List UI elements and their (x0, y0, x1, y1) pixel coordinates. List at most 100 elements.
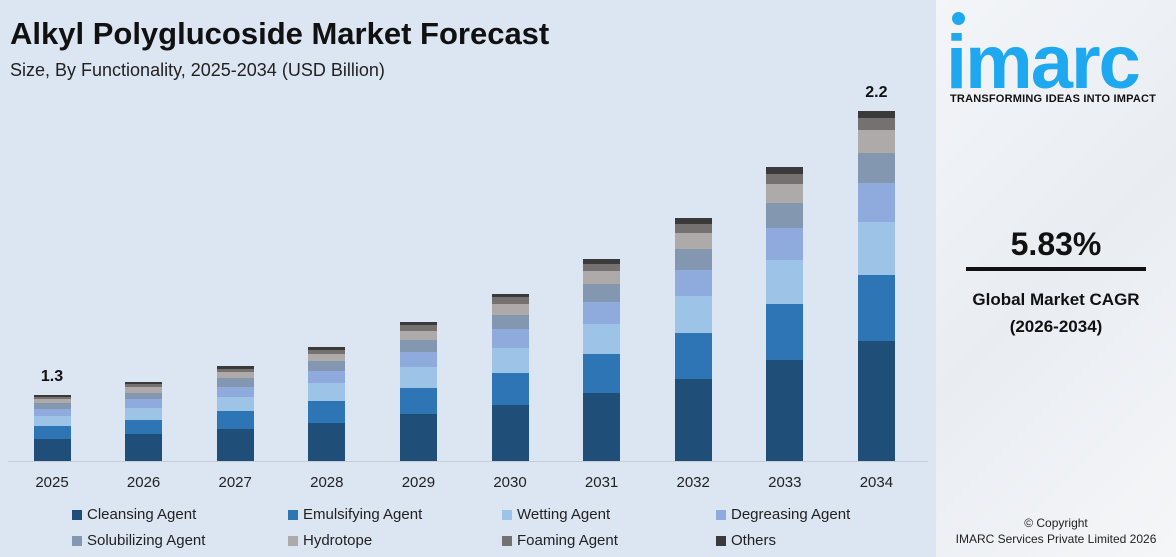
bar-segment-hydrotope-2030 (491, 303, 529, 315)
legend-swatch (502, 509, 512, 520)
bar-segment-wetting-agent-2031 (583, 323, 621, 355)
bar-segment-solubilizing-agent-2026 (125, 392, 163, 400)
bar-segment-hydrotope-2034 (857, 129, 895, 153)
cagr-label-text: Global Market CAGR (972, 290, 1140, 309)
bar-segment-emulsifying-agent-2034 (857, 274, 895, 341)
bar-segment-others-2029 (399, 322, 437, 326)
bar-segment-others-2032 (674, 217, 712, 224)
bar-segment-foaming-agent-2025 (33, 396, 71, 400)
bar-segment-degreasing-agent-2030 (491, 328, 529, 348)
bar-segment-degreasing-agent-2033 (766, 227, 804, 261)
legend-label: Degreasing Agent (731, 506, 851, 523)
bar-segment-foaming-agent-2033 (766, 173, 804, 185)
bar-segment-degreasing-agent-2029 (399, 351, 437, 368)
bar-segment-emulsifying-agent-2029 (399, 387, 437, 415)
x-tick-label: 2026 (126, 474, 161, 491)
bar-segment-foaming-agent-2028 (308, 349, 346, 355)
bar-segment-cleansing-agent-2026 (125, 433, 163, 462)
bar-segment-hydrotope-2032 (674, 232, 712, 249)
legend-item: Degreasing Agent (716, 506, 850, 523)
x-tick-label: 2025 (35, 474, 69, 491)
bar-segment-wetting-agent-2030 (491, 347, 529, 373)
bar-segment-solubilizing-agent-2032 (674, 248, 712, 270)
bar-segment-hydrotope-2027 (216, 371, 254, 379)
legend-item: Foaming Agent (502, 532, 618, 549)
bar-segment-solubilizing-agent-2034 (857, 152, 895, 184)
bar-segment-emulsifying-agent-2025 (33, 425, 71, 440)
chart-area: Alkyl Polyglucoside Market Forecast Size… (8, 16, 928, 549)
bar-segment-degreasing-agent-2034 (857, 182, 895, 223)
bar-segment-emulsifying-agent-2032 (674, 332, 712, 379)
bar-segment-degreasing-agent-2027 (216, 386, 254, 397)
bar-segment-hydrotope-2025 (33, 398, 71, 404)
x-axis-line (8, 461, 928, 462)
legend-swatch (716, 535, 726, 546)
chart-title: Alkyl Polyglucoside Market Forecast (10, 16, 550, 51)
copyright: © Copyright IMARC Services Private Limit… (936, 515, 1176, 547)
bar-segment-emulsifying-agent-2026 (125, 419, 163, 435)
legend-label: Wetting Agent (517, 506, 611, 523)
bar-segment-degreasing-agent-2026 (125, 398, 163, 408)
bar-segment-solubilizing-agent-2031 (583, 283, 621, 302)
bar-segment-foaming-agent-2032 (674, 223, 712, 233)
bar-segment-hydrotope-2026 (125, 386, 163, 393)
bar-segment-cleansing-agent-2031 (583, 392, 621, 462)
bar-segment-wetting-agent-2029 (399, 366, 437, 388)
bar-segment-hydrotope-2031 (583, 270, 621, 285)
legend-item: Cleansing Agent (72, 506, 196, 523)
total-data-label: 2.2 (865, 83, 888, 101)
bar-segment-solubilizing-agent-2033 (766, 202, 804, 229)
copyright-label: © Copyright (1024, 516, 1088, 530)
bar-segment-cleansing-agent-2029 (399, 413, 437, 462)
bar-segment-others-2025 (33, 394, 71, 397)
bar-segment-degreasing-agent-2032 (674, 269, 712, 296)
bar-segment-wetting-agent-2027 (216, 396, 254, 412)
legend-label: Emulsifying Agent (303, 506, 423, 523)
bar-segment-wetting-agent-2026 (125, 407, 163, 420)
x-tick-label: 2027 (218, 474, 252, 491)
legend-label: Foaming Agent (517, 532, 618, 549)
bar-segment-emulsifying-agent-2027 (216, 410, 254, 430)
bar-segment-hydrotope-2028 (308, 353, 346, 362)
bar-segment-wetting-agent-2025 (33, 415, 71, 427)
bar-segment-solubilizing-agent-2025 (33, 402, 71, 409)
bar-segment-foaming-agent-2029 (399, 324, 437, 331)
x-tick-label: 2030 (493, 474, 527, 491)
bar-segment-foaming-agent-2026 (125, 383, 163, 388)
bar-segment-others-2033 (766, 167, 804, 174)
bar-segment-cleansing-agent-2027 (216, 428, 254, 462)
bar-segment-emulsifying-agent-2030 (491, 372, 529, 405)
legend-label: Cleansing Agent (87, 506, 197, 523)
legend-swatch (288, 535, 298, 546)
x-tick-label: 2028 (310, 474, 344, 491)
x-tick-label: 2032 (676, 474, 710, 491)
x-tick-label: 2031 (584, 474, 619, 491)
bar-segment-cleansing-agent-2032 (674, 378, 712, 462)
bar-segment-wetting-agent-2028 (308, 382, 346, 401)
legend-swatch (288, 509, 298, 520)
tagline: TRANSFORMING IDEAS INTO IMPACT (950, 93, 1157, 105)
cagr-divider (966, 267, 1146, 271)
legend-swatch (716, 509, 726, 520)
legend-item: Emulsifying Agent (288, 506, 422, 523)
cagr-label: Global Market CAGR (2026-2034) (936, 286, 1176, 340)
bar-segment-degreasing-agent-2031 (583, 301, 621, 324)
legend-swatch (72, 535, 82, 546)
imarc-logo: imarc (946, 20, 1141, 105)
bar-segment-solubilizing-agent-2028 (308, 360, 346, 371)
legend-swatch (72, 509, 82, 520)
legend-item: Others (716, 532, 776, 549)
x-tick-label: 2029 (401, 474, 436, 491)
bar-segment-emulsifying-agent-2028 (308, 400, 346, 423)
bar-segment-foaming-agent-2027 (216, 368, 254, 373)
bar-segment-foaming-agent-2034 (857, 117, 895, 131)
bar-segment-foaming-agent-2030 (491, 296, 529, 304)
legend-label: Others (731, 532, 777, 549)
bar-segment-solubilizing-agent-2029 (399, 339, 437, 352)
bar-segment-cleansing-agent-2030 (491, 404, 529, 462)
legend-item: Hydrotope (288, 532, 372, 549)
bar-segment-foaming-agent-2031 (583, 263, 621, 272)
bar-segment-emulsifying-agent-2033 (766, 303, 804, 361)
cagr-value: 5.83% (1010, 226, 1102, 262)
bar-segment-solubilizing-agent-2030 (491, 314, 529, 330)
